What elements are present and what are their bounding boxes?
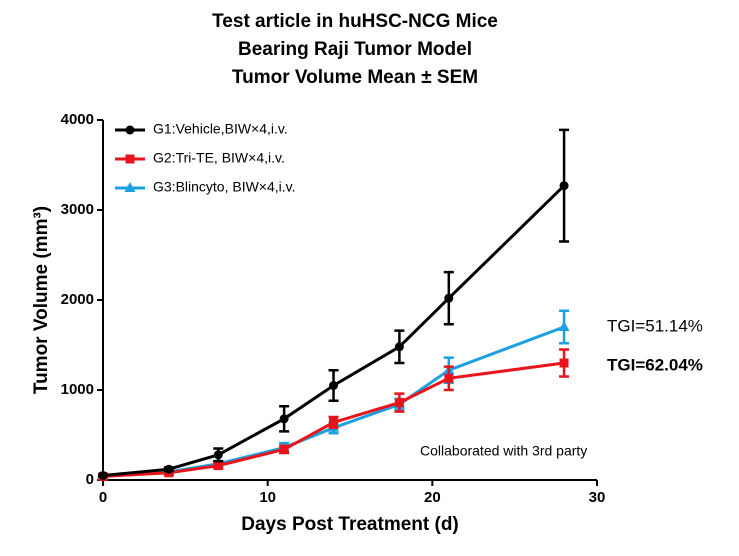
marker bbox=[558, 321, 570, 331]
marker bbox=[329, 381, 339, 390]
title-line: Test article in huHSC-NCG Mice bbox=[212, 11, 498, 32]
annotation: Collaborated with 3rd party bbox=[420, 443, 587, 459]
x-axis-label: Days Post Treatment (d) bbox=[241, 514, 459, 535]
series-line bbox=[102, 361, 565, 478]
x-tick-label: 10 bbox=[259, 489, 276, 506]
legend-label: G1:Vehicle,BIW×4,i.v. bbox=[153, 121, 288, 137]
marker bbox=[124, 182, 136, 192]
series-line bbox=[102, 184, 566, 477]
y-tick-label: 0 bbox=[86, 471, 94, 488]
y-axis-label: Tumor Volume (mm³) bbox=[31, 206, 52, 394]
annotation: TGI=62.04% bbox=[607, 355, 703, 374]
marker bbox=[444, 373, 454, 383]
marker bbox=[125, 125, 135, 135]
marker bbox=[329, 417, 339, 427]
marker bbox=[125, 154, 135, 164]
marker bbox=[98, 471, 108, 480]
marker bbox=[444, 293, 454, 303]
marker bbox=[164, 464, 174, 474]
y-tick-label: 4000 bbox=[61, 111, 94, 128]
marker bbox=[394, 398, 404, 408]
title-line: Bearing Raji Tumor Model bbox=[238, 39, 472, 60]
marker bbox=[213, 450, 223, 460]
y-tick-label: 3000 bbox=[61, 201, 94, 218]
x-tick-label: 0 bbox=[99, 489, 107, 506]
marker bbox=[279, 414, 289, 424]
y-tick-label: 2000 bbox=[61, 291, 94, 308]
annotation: TGI=51.14% bbox=[607, 316, 703, 335]
y-tick-label: 1000 bbox=[61, 381, 94, 398]
x-tick-label: 30 bbox=[589, 489, 606, 506]
marker bbox=[559, 358, 569, 368]
title-line: Tumor Volume Mean ± SEM bbox=[232, 67, 478, 88]
x-tick-label: 20 bbox=[424, 489, 441, 506]
marker bbox=[213, 461, 223, 471]
legend-label: G3:Blincyto, BIW×4,i.v. bbox=[153, 179, 296, 195]
marker bbox=[559, 181, 569, 191]
marker bbox=[279, 444, 289, 454]
legend-label: G2:Tri-TE, BIW×4,i.v. bbox=[153, 150, 285, 166]
marker bbox=[394, 342, 404, 352]
